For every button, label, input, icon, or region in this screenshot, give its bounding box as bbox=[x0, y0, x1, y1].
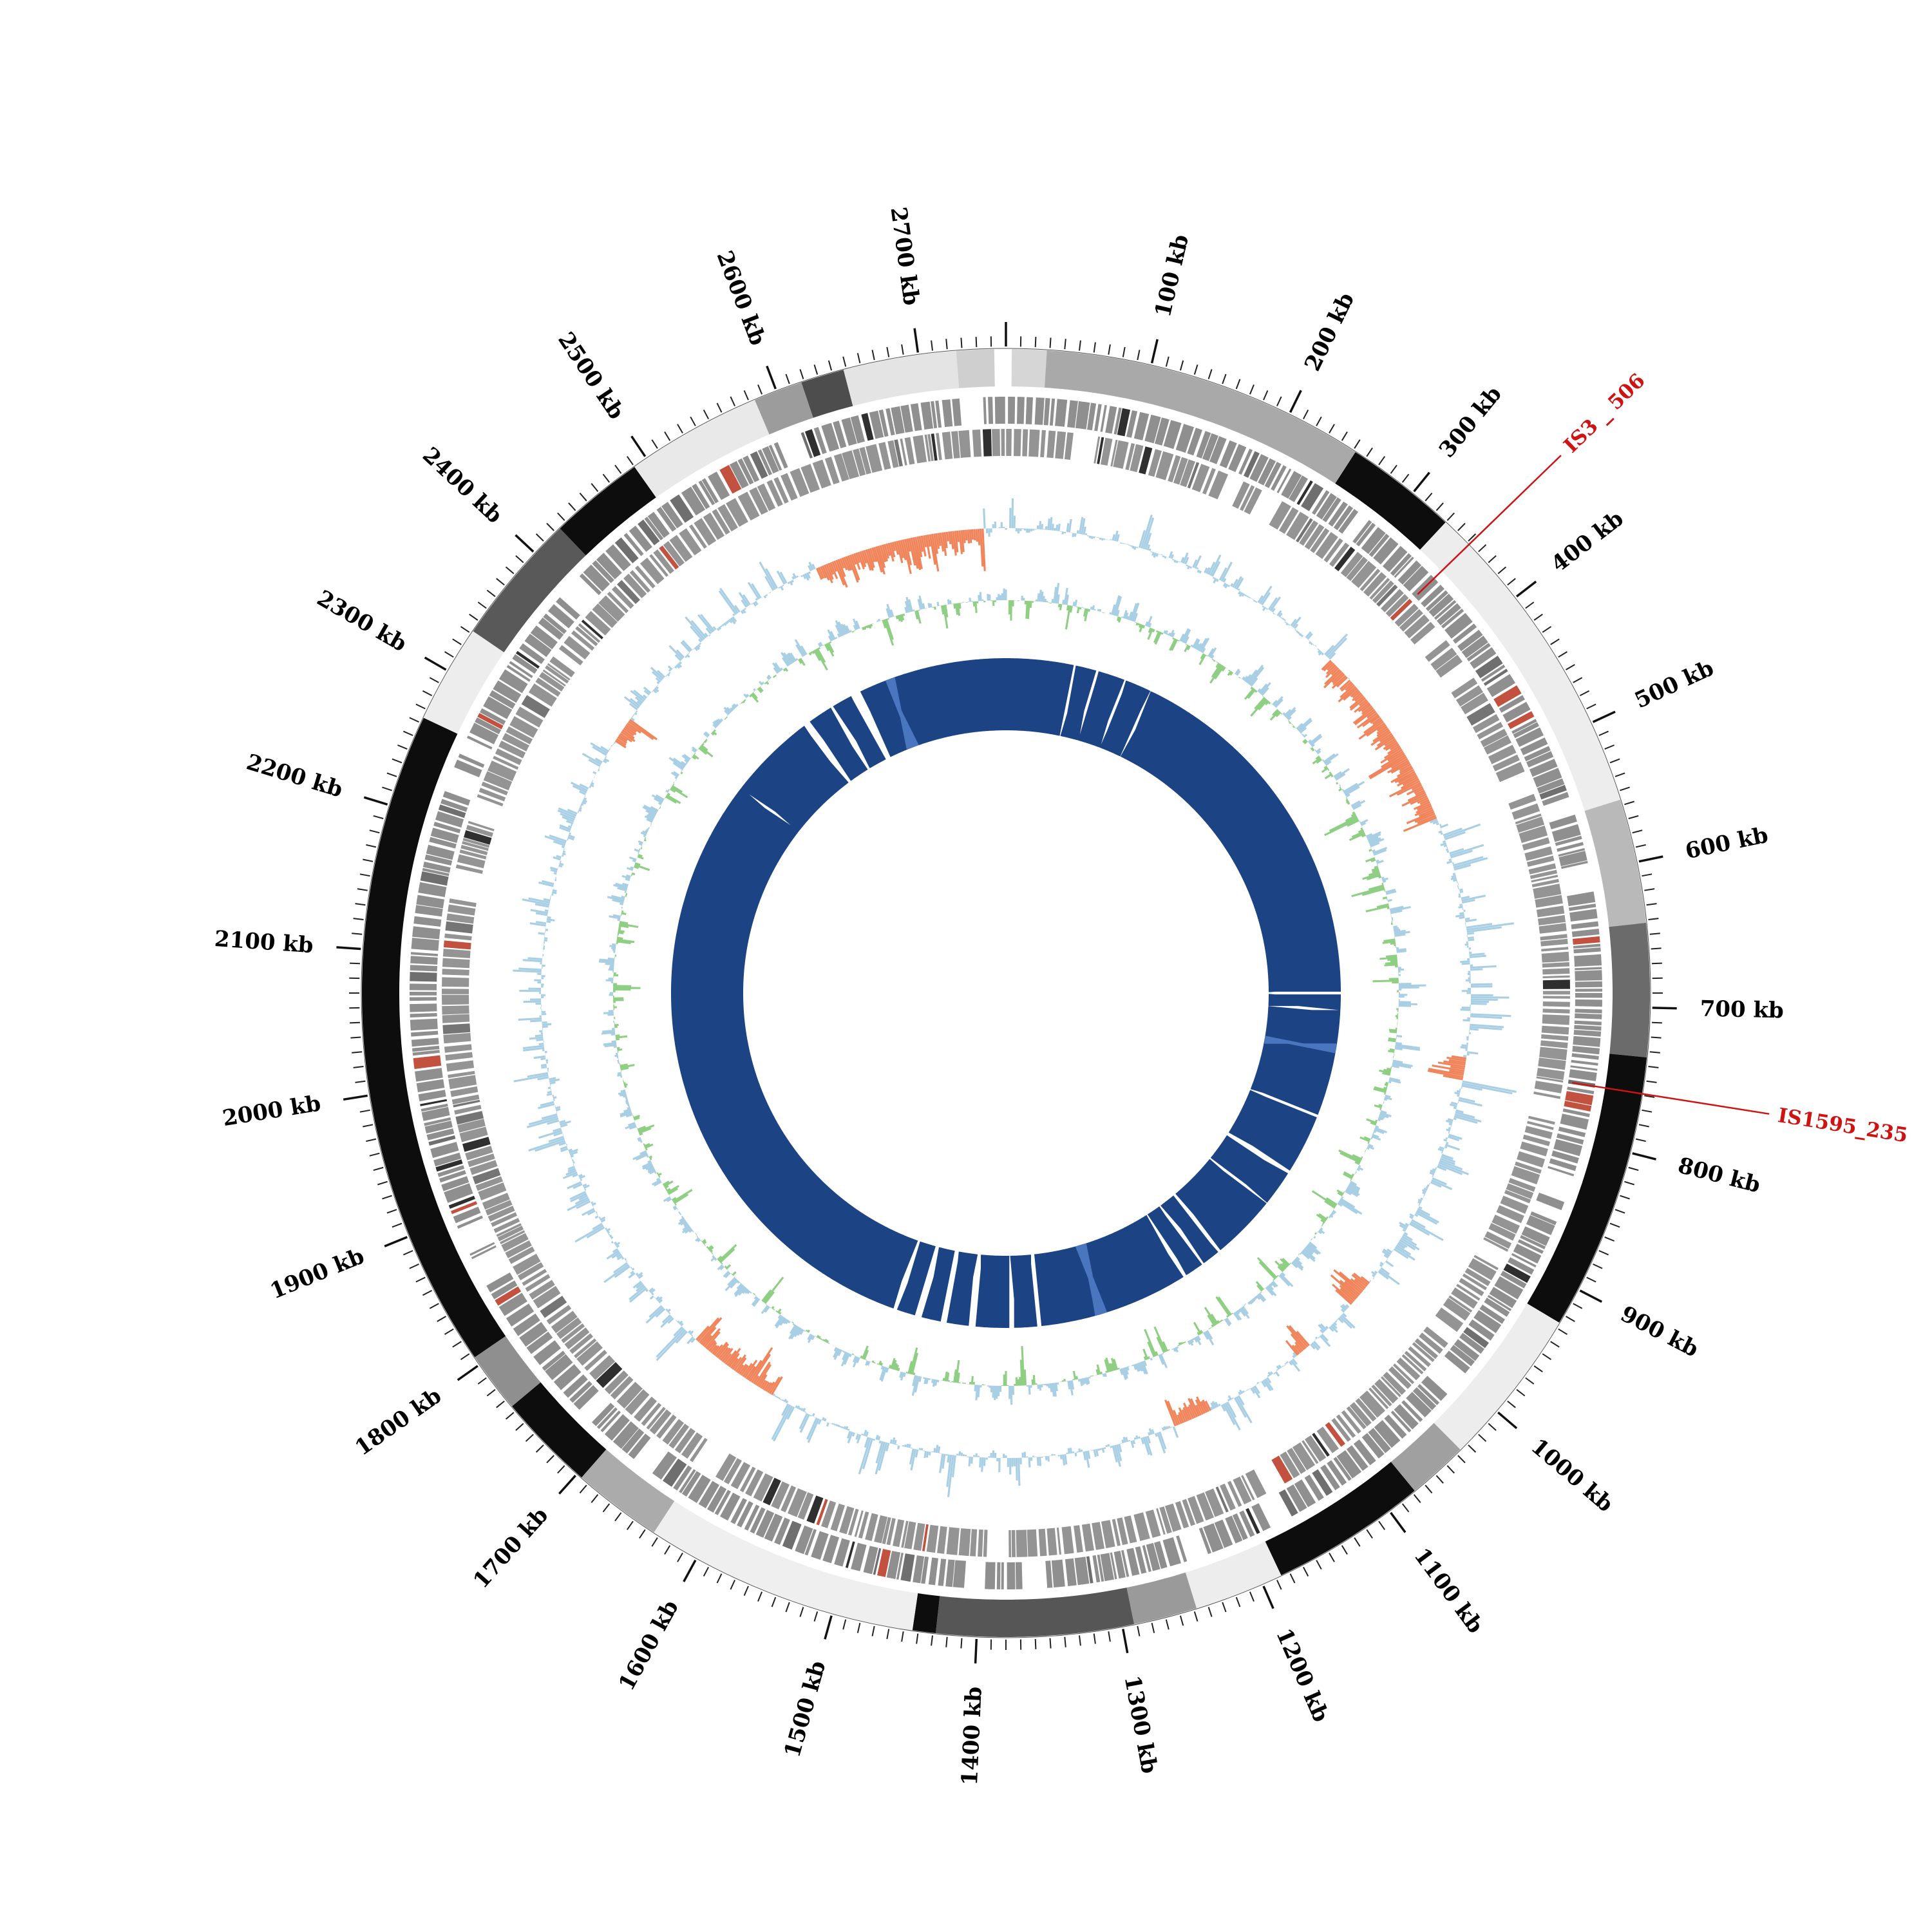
contig-segment bbox=[1434, 1303, 1560, 1450]
contig-segment bbox=[956, 349, 995, 388]
tick-label: 1200 kb bbox=[1271, 1625, 1334, 1726]
contig-segment bbox=[1335, 452, 1446, 550]
tick-label: 1500 kb bbox=[779, 1658, 831, 1761]
contig-segment bbox=[1420, 522, 1620, 811]
annotation-leader-line bbox=[1417, 455, 1562, 595]
tick-label: 1000 kb bbox=[1526, 1434, 1618, 1517]
tick-label: 1400 kb bbox=[957, 1686, 987, 1786]
contig-segment bbox=[362, 717, 506, 1358]
tick-label: 2700 kb bbox=[886, 205, 925, 307]
annotation-IS3506: IS3 _ 506 bbox=[1417, 369, 1650, 595]
tick-label: 200 kb bbox=[1300, 289, 1359, 375]
major-ticks bbox=[336, 322, 1677, 1663]
tick-label: 1600 kb bbox=[614, 1596, 684, 1695]
core-ring-arcs bbox=[671, 658, 1341, 1328]
track-signal-inner bbox=[598, 583, 1426, 1405]
annotation-label: IS1595_235 bbox=[1776, 1104, 1909, 1147]
tick-label: 700 kb bbox=[1700, 996, 1784, 1024]
minor-ticks bbox=[349, 336, 1663, 1650]
deviation-positive bbox=[513, 498, 1517, 1497]
contig-segment bbox=[512, 1382, 607, 1478]
tick-label: 100 kb bbox=[1150, 232, 1194, 319]
gene-ring-genes-strand-plus bbox=[410, 397, 1602, 1589]
contig-segment bbox=[1265, 1462, 1415, 1576]
contig-segment bbox=[1126, 1572, 1197, 1624]
tick-label: 2000 kb bbox=[221, 1090, 323, 1132]
contig-segment bbox=[755, 382, 813, 435]
tick-label: 300 kb bbox=[1434, 381, 1507, 462]
contig-segment bbox=[843, 351, 960, 406]
contig-segment bbox=[1527, 1054, 1647, 1323]
contig-segment bbox=[582, 1449, 675, 1533]
tick-label: 1700 kb bbox=[468, 1502, 553, 1593]
tick-label: 2500 kb bbox=[553, 328, 629, 424]
contig-segment bbox=[473, 528, 586, 652]
contig-segment bbox=[1185, 1541, 1282, 1609]
contig-segment bbox=[935, 1587, 1134, 1637]
contig-segment bbox=[801, 370, 853, 418]
contig-segment bbox=[423, 631, 504, 734]
contig-segment bbox=[1011, 349, 1047, 388]
tick-label: 600 kb bbox=[1683, 822, 1770, 865]
track-deviation-outer bbox=[513, 498, 1517, 1497]
core-ring-light-mark bbox=[885, 677, 919, 750]
contig-ring bbox=[361, 348, 1651, 1638]
tick-label: 2200 kb bbox=[243, 750, 346, 803]
signal-positive bbox=[598, 583, 1426, 1405]
core-genome-ring bbox=[671, 658, 1341, 1328]
contig-segment bbox=[1584, 799, 1646, 927]
contig-segment bbox=[1609, 922, 1650, 1057]
annotation-label: IS3 _ 506 bbox=[1559, 369, 1649, 457]
contig-segment bbox=[475, 1336, 541, 1406]
core-ring-light-mark bbox=[1075, 1243, 1108, 1316]
contig-segment bbox=[634, 400, 770, 498]
tick-label: 2600 kb bbox=[711, 247, 770, 349]
core-ring-light-mark bbox=[1264, 1036, 1337, 1054]
tick-label: 900 kb bbox=[1616, 1301, 1703, 1362]
contig-segment bbox=[1045, 350, 1356, 484]
tick-label: 1100 kb bbox=[1408, 1543, 1488, 1638]
tick-label: 500 kb bbox=[1631, 655, 1718, 714]
tick-label: 1900 kb bbox=[267, 1243, 368, 1304]
tick-label: 1800 kb bbox=[350, 1383, 446, 1461]
contig-segment bbox=[1390, 1423, 1461, 1491]
tick-label: 1300 kb bbox=[1119, 1674, 1162, 1776]
signal-negative bbox=[612, 600, 1399, 1387]
tick-label: 400 kb bbox=[1546, 506, 1628, 577]
contig-segment bbox=[912, 1593, 940, 1633]
annotation-leader-line bbox=[1571, 1081, 1770, 1115]
tick-label: 800 kb bbox=[1675, 1153, 1763, 1198]
gene-blocks bbox=[410, 432, 1596, 1584]
deviation-negative bbox=[614, 528, 1467, 1426]
tick-label: 2300 kb bbox=[312, 585, 411, 658]
contig-segment bbox=[560, 467, 656, 556]
tick-ring bbox=[336, 322, 1677, 1663]
gene-blocks bbox=[410, 397, 1602, 1589]
tick-label: 2400 kb bbox=[417, 442, 507, 529]
contig-segment bbox=[654, 1501, 918, 1631]
tick-label: 2100 kb bbox=[214, 926, 314, 958]
